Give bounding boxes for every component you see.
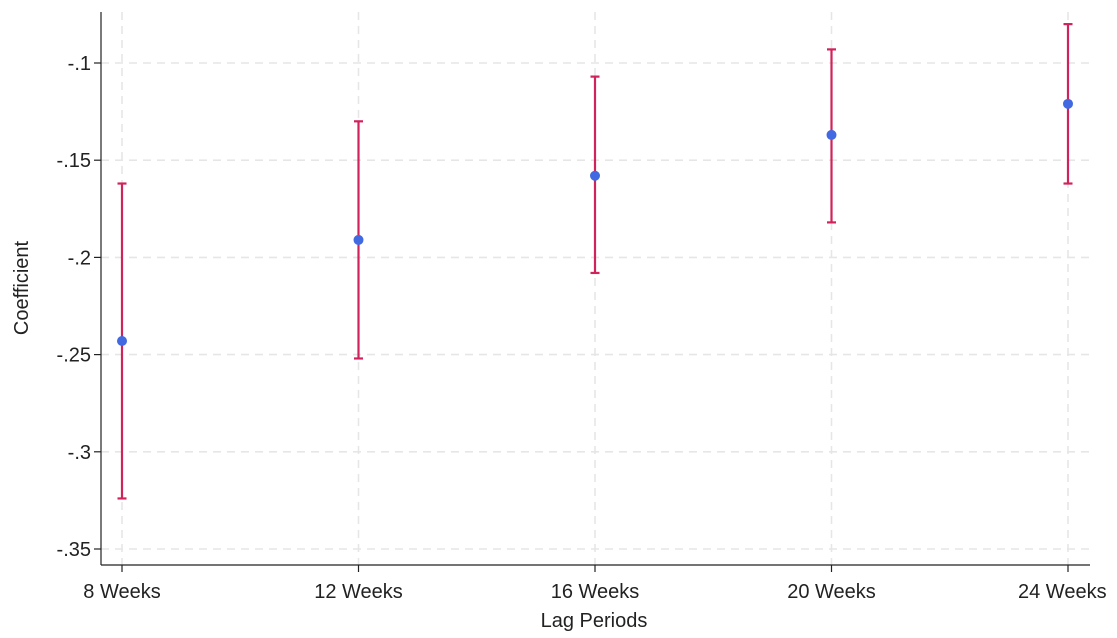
coefficient-point — [353, 234, 364, 245]
y-tick-label: -.35 — [57, 539, 91, 561]
x-tick-label: 8 Weeks — [83, 581, 160, 603]
coefficient-point — [826, 129, 837, 140]
data-layer — [117, 23, 1073, 500]
x-tick-label: 20 Weeks — [787, 581, 876, 603]
y-tick-label: -.2 — [68, 247, 91, 269]
y-tick-label: -.15 — [57, 150, 91, 172]
y-axis-title: Coefficient — [11, 240, 33, 335]
y-tick-label: -.3 — [68, 442, 91, 464]
y-tick-label: -.25 — [57, 345, 91, 367]
coefficient-point — [1063, 98, 1073, 109]
coefficient-point — [117, 335, 127, 346]
coefficient-point — [590, 170, 600, 181]
y-tick-label: -.1 — [68, 53, 91, 75]
x-axis-title: Lag Periods — [541, 610, 648, 632]
x-tick-label: 24 Weeks — [1018, 581, 1107, 603]
x-tick-label: 16 Weeks — [551, 581, 640, 603]
x-ticks: 8 Weeks 12 Weeks 16 Weeks 20 Weeks 24 Weeks — [83, 565, 1107, 603]
y-ticks: -.1 -.15 -.2 -.25 -.3 -.35 — [57, 53, 101, 561]
x-tick-label: 12 Weeks — [314, 581, 403, 603]
